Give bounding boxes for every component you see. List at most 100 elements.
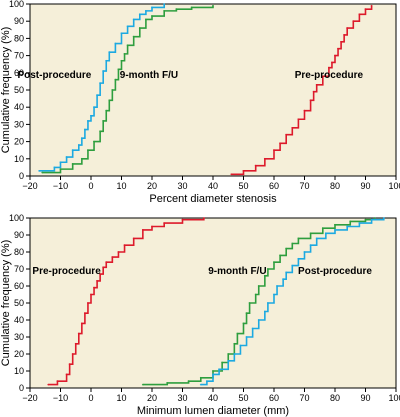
- data-point-pre-procedure: [285, 133, 288, 136]
- data-point-pre-procedure: [87, 302, 89, 304]
- y-tick-label: 40: [14, 315, 24, 325]
- data-point-9-month-f-u: [111, 89, 114, 91]
- data-point-9-month-f-u: [212, 4, 214, 7]
- data-point-pre-procedure: [105, 261, 108, 264]
- data-point-9-month-f-u: [242, 322, 245, 325]
- data-point-9-month-f-u: [263, 274, 266, 277]
- data-point-9-month-f-u: [279, 254, 281, 257]
- data-point-pre-procedure: [352, 20, 355, 23]
- x-tick-label: −10: [53, 181, 68, 191]
- data-point-post-procedure: [38, 169, 41, 172]
- data-point-post-procedure: [303, 251, 306, 253]
- data-point-pre-procedure: [340, 40, 342, 43]
- data-point-pre-procedure: [364, 8, 367, 11]
- data-point-pre-procedure: [151, 225, 153, 228]
- data-point-9-month-f-u: [297, 237, 300, 240]
- data-point-pre-procedure: [303, 109, 306, 112]
- data-point-pre-procedure: [47, 383, 50, 386]
- y-tick-label: 0: [19, 383, 24, 393]
- data-point-9-month-f-u: [248, 302, 251, 304]
- x-axis-label: Percent diameter stenosis: [149, 193, 277, 205]
- data-point-post-procedure: [276, 285, 278, 287]
- chart-panel-2: −20 −10 0 10 20 30 40 50 60 70 80 90 100 0 10 20 30 40 50 6…: [0, 213, 400, 417]
- x-tick-label: 90: [360, 393, 370, 403]
- data-point-post-procedure: [282, 278, 285, 281]
- data-point-9-month-f-u: [99, 130, 102, 133]
- data-point-9-month-f-u: [309, 232, 312, 235]
- data-point-post-procedure: [315, 237, 318, 240]
- data-point-9-month-f-u: [212, 370, 214, 372]
- data-point-9-month-f-u: [227, 353, 230, 355]
- data-point-pre-procedure: [77, 332, 80, 335]
- data-point-post-procedure: [132, 18, 135, 21]
- data-point-pre-procedure: [331, 61, 333, 64]
- y-axis-label: Cumulative frequency (%): [0, 240, 12, 367]
- data-point-post-procedure: [126, 25, 129, 28]
- data-point-post-procedure: [218, 368, 221, 371]
- y-tick-label: 10: [14, 154, 24, 164]
- data-point-pre-procedure: [111, 256, 114, 258]
- x-tick-label: −20: [22, 393, 37, 403]
- data-point-9-month-f-u: [117, 68, 120, 71]
- y-tick-label: 100: [9, 213, 24, 223]
- y-tick-label: 60: [14, 68, 24, 78]
- data-point-post-procedure: [114, 42, 117, 45]
- data-point-9-month-f-u: [221, 361, 224, 364]
- data-point-9-month-f-u: [71, 163, 74, 165]
- data-point-pre-procedure: [68, 363, 71, 366]
- data-point-9-month-f-u: [334, 223, 336, 226]
- y-tick-label: 90: [14, 16, 24, 26]
- data-point-9-month-f-u: [80, 157, 83, 160]
- chart-panel-1: −20 −10 0 10 20 30 40 50 60 70 80 90 100 0 10 20 30 40 50 6…: [0, 0, 400, 205]
- data-point-9-month-f-u: [132, 35, 135, 38]
- y-tick-label: 70: [14, 51, 24, 61]
- data-point-pre-procedure: [279, 142, 281, 145]
- data-point-pre-procedure: [358, 13, 361, 16]
- x-axis-label: Minimum lumen diameter (mm): [137, 405, 289, 417]
- data-point-pre-procedure: [71, 353, 74, 355]
- data-point-pre-procedure: [117, 251, 120, 253]
- data-point-post-procedure: [99, 82, 102, 85]
- y-tick-label: 80: [14, 247, 24, 257]
- data-point-pre-procedure: [230, 173, 233, 176]
- data-point-9-month-f-u: [373, 217, 376, 219]
- data-point-pre-procedure: [273, 149, 275, 152]
- y-tick-label: 100: [9, 0, 24, 9]
- y-tick-label: 80: [14, 33, 24, 43]
- data-point-pre-procedure: [254, 164, 257, 167]
- data-point-post-procedure: [309, 244, 312, 247]
- data-point-pre-procedure: [309, 99, 312, 102]
- x-tick-label: 30: [177, 393, 187, 403]
- data-point-post-procedure: [267, 302, 269, 304]
- data-point-post-procedure: [65, 156, 68, 158]
- data-point-post-procedure: [382, 217, 385, 219]
- x-tick-label: 10: [116, 393, 126, 403]
- data-point-9-month-f-u: [236, 332, 239, 335]
- series-label-9-month-f-u: 9-month F/U: [120, 70, 178, 81]
- y-tick-label: 20: [14, 137, 24, 147]
- data-point-post-procedure: [291, 264, 294, 267]
- data-point-post-procedure: [239, 344, 242, 347]
- y-tick-label: 60: [14, 281, 24, 291]
- data-point-9-month-f-u: [349, 220, 352, 223]
- data-point-post-procedure: [53, 166, 56, 169]
- data-point-pre-procedure: [315, 83, 318, 86]
- x-tick-label: 50: [238, 181, 248, 191]
- data-point-pre-procedure: [312, 90, 315, 93]
- data-point-post-procedure: [233, 353, 236, 355]
- x-tick-label: 80: [330, 393, 340, 403]
- data-point-9-month-f-u: [120, 59, 123, 62]
- data-point-post-procedure: [145, 9, 147, 12]
- data-point-9-month-f-u: [273, 261, 275, 264]
- x-tick-label: 0: [88, 393, 93, 403]
- data-point-9-month-f-u: [126, 44, 129, 47]
- data-point-9-month-f-u: [364, 218, 367, 221]
- data-point-9-month-f-u: [123, 52, 126, 55]
- data-point-pre-procedure: [123, 244, 126, 247]
- x-tick-label: 90: [360, 181, 370, 191]
- data-point-pre-procedure: [74, 342, 77, 345]
- data-point-9-month-f-u: [105, 109, 108, 112]
- data-point-post-procedure: [227, 359, 230, 362]
- data-point-pre-procedure: [263, 157, 266, 160]
